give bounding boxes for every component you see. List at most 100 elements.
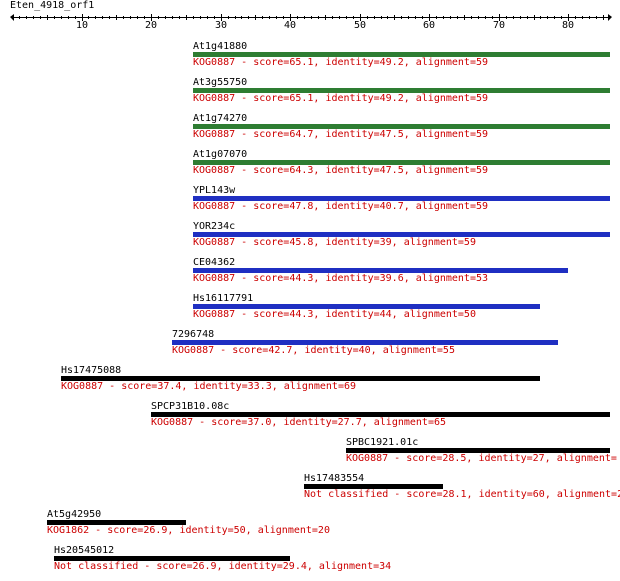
hit-description-link[interactable]: KOG0887 - score=65.1, identity=49.2, ali… [193,93,489,104]
axis-tick-label: 30 [215,20,228,31]
hit-description-link[interactable]: KOG0887 - score=65.1, identity=49.2, ali… [193,57,489,68]
axis-tick [332,16,333,19]
axis-tick [54,16,55,19]
hit-alignment-bar[interactable] [193,304,540,309]
axis-tick [262,16,263,19]
axis-tick [527,16,528,19]
axis-tick [165,16,166,19]
axis-tick [221,14,222,21]
hit-description-link[interactable]: KOG1862 - score=26.9, identity=50, align… [47,525,330,536]
hit-alignment-bar[interactable] [54,556,290,561]
axis-tick [513,16,514,19]
axis-tick [33,16,34,19]
hit-alignment-bar[interactable] [151,412,610,417]
axis-tick [26,16,27,19]
hit-description-link[interactable]: KOG0887 - score=44.3, identity=39.6, ali… [193,273,489,284]
axis-tick [304,16,305,19]
axis-tick [269,16,270,19]
hit-name: CE04362 [193,257,236,268]
axis-tick [172,16,173,19]
hit-description-link[interactable]: KOG0887 - score=64.7, identity=47.5, ali… [193,129,489,140]
hit-name: SPBC1921.01c [346,437,419,448]
axis-tick [116,15,117,20]
axis-tick [534,15,535,20]
axis-tick [47,15,48,20]
hit-description-link[interactable]: KOG0887 - score=45.8, identity=39, align… [193,237,476,248]
axis-tick [360,14,361,21]
hit-name: 7296748 [172,329,215,340]
hit-alignment-bar[interactable] [304,484,443,489]
hit-name: At1g41880 [193,41,248,52]
hit-alignment-bar[interactable] [193,88,610,93]
axis-tick-label: 60 [423,20,436,31]
axis-tick [450,16,451,19]
hit-alignment-bar[interactable] [172,340,558,345]
hit-alignment-bar[interactable] [346,448,610,453]
axis-tick [255,15,256,20]
axis-tick [193,16,194,19]
axis-tick [102,16,103,19]
axis-tick-label: 70 [493,20,506,31]
axis-tick [464,15,465,20]
axis-tick [186,15,187,20]
hit-alignment-bar[interactable] [47,520,186,525]
hit-description-link[interactable]: KOG0887 - score=64.3, identity=47.5, ali… [193,165,489,176]
axis-tick-label: 50 [354,20,367,31]
axis-tick [137,16,138,19]
axis-tick [179,16,180,19]
axis-tick [248,16,249,19]
hit-description-link[interactable]: KOG0887 - score=42.7, identity=40, align… [172,345,455,356]
hit-description-link[interactable]: KOG0887 - score=44.3, identity=44, align… [193,309,476,320]
axis-tick [589,16,590,19]
hit-name: At5g42950 [47,509,102,520]
hit-description-link[interactable]: KOG0887 - score=28.5, identity=27, align… [346,453,617,464]
axis-tick [241,16,242,19]
axis-tick [492,16,493,19]
axis-tick [471,16,472,19]
hit-alignment-bar[interactable] [193,268,568,273]
axis-tick [297,16,298,19]
axis-tick [276,16,277,19]
axis-tick [151,14,152,21]
hit-alignment-bar[interactable] [61,376,540,381]
axis-tick [547,16,548,19]
axis-left-arrow [10,14,14,21]
axis-tick [429,14,430,21]
hit-description-link[interactable]: KOG0887 - score=37.4, identity=33.3, ali… [61,381,357,392]
hit-name: Hs17475088 [61,365,122,376]
hit-alignment-bar[interactable] [193,124,610,129]
hit-description-link[interactable]: KOG0887 - score=47.8, identity=40.7, ali… [193,201,489,212]
axis-tick [506,16,507,19]
axis-tick [499,14,500,21]
hit-name: Hs16117791 [193,293,254,304]
axis-tick [485,16,486,19]
axis-tick [109,16,110,19]
hit-name: Hs17483554 [304,473,365,484]
hit-description-link[interactable]: KOG0887 - score=37.0, identity=27.7, ali… [151,417,447,428]
axis-tick [40,16,41,19]
axis-tick [214,16,215,19]
axis-tick [478,16,479,19]
axis-tick [353,16,354,19]
hit-alignment-bar[interactable] [193,52,610,57]
hit-alignment-bar[interactable] [193,196,610,201]
hit-description-link[interactable]: Not classified - score=28.1, identity=60… [304,489,620,500]
axis-tick [520,16,521,19]
axis-tick [228,16,229,19]
hit-description-link[interactable]: Not classified - score=26.9, identity=29… [54,561,392,572]
hit-name: SPCP31B10.08c [151,401,230,412]
hit-name: At1g74270 [193,113,248,124]
axis-tick [575,16,576,19]
axis-tick [82,14,83,21]
hit-name: Hs20545012 [54,545,115,556]
hit-alignment-bar[interactable] [193,232,610,237]
axis-tick [408,16,409,19]
axis-tick [401,16,402,19]
hit-alignment-bar[interactable] [193,160,610,165]
hit-name: YPL143w [193,185,236,196]
axis-tick [61,16,62,19]
axis-tick [95,16,96,19]
axis-tick [158,16,159,19]
hit-name: At3g55750 [193,77,248,88]
axis-tick [290,14,291,21]
